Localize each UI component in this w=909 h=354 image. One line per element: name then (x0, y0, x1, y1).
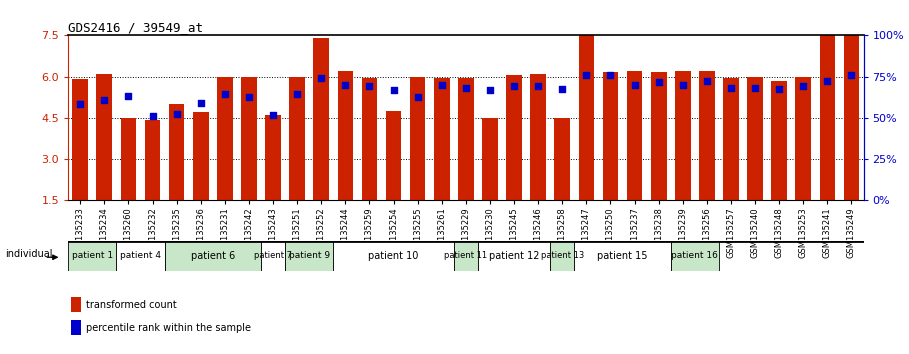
Bar (772, 81, 787, 200)
Bar (578, 20, 594, 200)
Text: patient 13: patient 13 (541, 251, 584, 260)
Point (675, 82, 690, 88)
Text: GDS2416 / 39549_at: GDS2416 / 39549_at (68, 21, 204, 34)
Bar (554, 118, 570, 200)
Bar (820, 13, 835, 200)
Bar (285, 241, 334, 271)
Bar (169, 104, 185, 200)
Text: transformed count: transformed count (85, 300, 176, 310)
Point (410, 94, 425, 100)
Point (458, 85, 473, 90)
Point (820, 78, 834, 84)
Point (194, 100, 208, 105)
Text: patient 4: patient 4 (120, 251, 161, 260)
Text: patient 7: patient 7 (254, 251, 292, 260)
Point (579, 72, 594, 78)
Bar (675, 71, 691, 200)
Point (362, 83, 376, 89)
Bar (574, 241, 671, 271)
Bar (603, 73, 618, 200)
Text: patient 15: patient 15 (597, 251, 648, 261)
Bar (550, 241, 574, 271)
Bar (121, 118, 136, 200)
Bar (334, 241, 454, 271)
Bar (434, 78, 450, 200)
Text: patient 1: patient 1 (72, 251, 113, 260)
Bar (68, 241, 116, 271)
Point (217, 92, 232, 97)
Point (724, 85, 738, 90)
Point (265, 112, 280, 118)
Bar (530, 74, 546, 200)
Bar (699, 71, 714, 200)
Bar (145, 120, 160, 200)
Bar (165, 241, 261, 271)
Point (483, 87, 497, 93)
Bar (385, 111, 402, 200)
Point (748, 85, 763, 90)
Point (169, 111, 184, 116)
Text: patient 12: patient 12 (489, 251, 539, 261)
Text: patient 9: patient 9 (289, 251, 330, 260)
Point (97, 97, 112, 103)
Point (121, 93, 135, 98)
Point (555, 86, 570, 92)
Bar (116, 241, 165, 271)
Point (652, 79, 666, 85)
Bar (747, 76, 763, 200)
Text: individual: individual (5, 249, 53, 259)
Point (435, 82, 449, 88)
Bar (651, 73, 666, 200)
Point (844, 72, 859, 78)
Text: patient 11: patient 11 (445, 251, 487, 260)
Bar (96, 74, 112, 200)
Bar (241, 76, 256, 200)
Bar (410, 76, 425, 200)
Bar (362, 78, 377, 200)
Point (772, 86, 786, 92)
Text: patient 16: patient 16 (672, 251, 718, 260)
Bar (71, 297, 81, 312)
Point (386, 87, 401, 93)
Bar (506, 75, 522, 200)
Bar (626, 71, 643, 200)
Bar (478, 241, 550, 271)
Point (145, 114, 160, 119)
Text: patient 6: patient 6 (191, 251, 235, 261)
Text: patient 10: patient 10 (368, 251, 419, 261)
Bar (265, 115, 281, 200)
Bar (314, 38, 329, 200)
Point (700, 78, 714, 84)
Bar (482, 118, 498, 200)
Bar (671, 241, 719, 271)
Bar (217, 76, 233, 200)
Point (627, 82, 642, 88)
Point (531, 83, 545, 89)
Bar (795, 76, 811, 200)
Point (796, 83, 811, 89)
Bar (458, 78, 474, 200)
Bar (289, 76, 305, 200)
Point (338, 82, 353, 88)
Point (242, 94, 256, 100)
Bar (73, 79, 88, 200)
Bar (337, 71, 354, 200)
Bar (71, 320, 81, 335)
Point (604, 72, 618, 78)
Text: percentile rank within the sample: percentile rank within the sample (85, 322, 251, 333)
Point (73, 101, 87, 107)
Bar (261, 241, 285, 271)
Point (290, 92, 305, 97)
Bar (844, 34, 859, 200)
Bar (454, 241, 478, 271)
Point (507, 83, 522, 89)
Bar (193, 112, 208, 200)
Point (314, 75, 328, 81)
Bar (724, 78, 739, 200)
